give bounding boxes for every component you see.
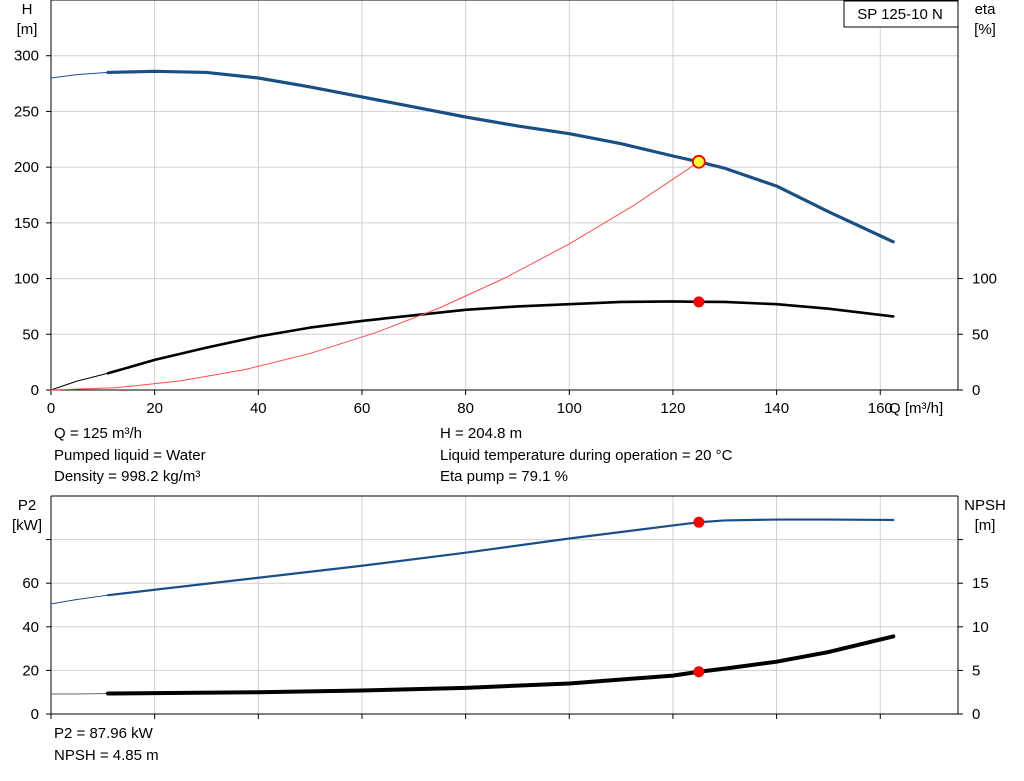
- top-x-tick-label: 160: [868, 400, 893, 417]
- duty-point-head: [691, 154, 706, 169]
- top-y-right-tick-label: 100: [972, 271, 997, 288]
- bottom-series-p2-extrapolated: [50, 594, 109, 605]
- top-x-tick-label: 40: [250, 400, 267, 417]
- bottom-y-left-title: P2: [18, 497, 36, 514]
- top-series-eta-extrapolated: [50, 372, 109, 391]
- top-y-left-tick-label: 250: [14, 103, 39, 120]
- info-pumped-liquid: Pumped liquid = Water: [54, 446, 206, 464]
- top-y-left-tick-label: 300: [14, 48, 39, 65]
- top-series-system-curve: [50, 161, 700, 391]
- info-q: Q = 125 m³/h: [54, 425, 142, 442]
- top-x-tick-label: 60: [354, 400, 371, 417]
- model-label: SP 125-10 N: [857, 6, 943, 23]
- info-npsh: NPSH = 4.85 m: [54, 747, 159, 764]
- bottom-series-p2: [106, 518, 895, 597]
- top-series-eta: [106, 300, 895, 375]
- top-y-left-tick-label: 200: [14, 159, 39, 176]
- info-eta-pump: Eta pump = 79.1 %: [440, 468, 568, 485]
- top-x-tick-label: 100: [557, 400, 582, 417]
- info-p2: P2 = 87.96 kW: [54, 725, 153, 742]
- top-y-left-tick-label: 150: [14, 215, 39, 232]
- bottom-y-left-tick-label: 0: [31, 706, 39, 723]
- top-x-tick-label: 80: [457, 400, 474, 417]
- top-x-tick-label: 140: [764, 400, 789, 417]
- duty-point-npsh: [693, 666, 705, 678]
- info-head: H = 204.8 m: [440, 425, 523, 442]
- top-series-h: [106, 69, 895, 244]
- duty-point-p2: [693, 516, 705, 528]
- x-axis-title: Q [m³/h]: [889, 400, 943, 417]
- bottom-series-npsh: [106, 634, 896, 696]
- top-x-tick-label: 120: [660, 400, 685, 417]
- bottom-y-right-title: NPSH: [964, 497, 1006, 514]
- info-liquid-temperature: Liquid temperature during operation = 20…: [440, 446, 733, 464]
- bottom-y-left-tick-label: 60: [22, 575, 39, 592]
- top-y-right-tick-label: 0: [972, 382, 980, 399]
- bottom-y-left-unit: [kW]: [12, 517, 42, 534]
- duty-point-eta: [693, 296, 705, 308]
- top-y-left-tick-label: 0: [31, 382, 39, 399]
- top-y-right-unit: [%]: [974, 21, 996, 38]
- top-y-left-unit: [m]: [17, 21, 38, 38]
- top-y-left-tick-label: 50: [22, 326, 39, 343]
- bottom-y-right-unit: [m]: [975, 517, 996, 534]
- top-x-tick-label: 0: [47, 400, 55, 417]
- top-y-right-title: eta: [975, 1, 997, 18]
- bottom-y-right-tick-label: 10: [972, 619, 989, 636]
- top-series-h-extrapolated: [50, 71, 109, 79]
- bottom-y-left-tick-label: 40: [22, 619, 39, 636]
- top-x-tick-label: 20: [146, 400, 163, 417]
- top-y-right-tick-label: 50: [972, 326, 989, 343]
- top-y-left-tick-label: 100: [14, 271, 39, 288]
- bottom-y-left-tick-label: 20: [22, 662, 39, 679]
- bottom-y-right-tick-label: 0: [972, 706, 980, 723]
- top-y-left-title: H: [22, 1, 33, 18]
- bottom-y-right-tick-label: 15: [972, 575, 989, 592]
- bottom-y-right-tick-label: 5: [972, 662, 980, 679]
- model-label-box: [843, 0, 959, 28]
- info-density: Density = 998.2 kg/m³: [54, 468, 201, 485]
